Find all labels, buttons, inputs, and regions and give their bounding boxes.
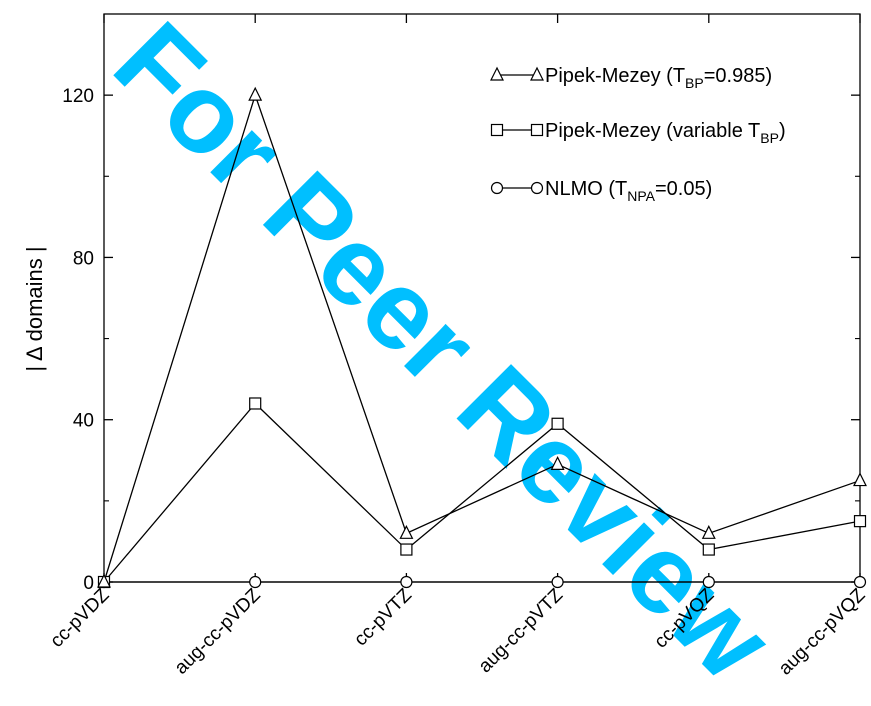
data-point xyxy=(97,573,111,588)
y-tick-label: 80 xyxy=(73,248,94,269)
legend-label-subscript: BP xyxy=(685,75,704,91)
data-point xyxy=(249,575,262,589)
data-point xyxy=(551,575,564,589)
legend-label-tail: ) xyxy=(779,120,786,142)
data-point xyxy=(853,515,867,528)
legend-marker xyxy=(530,66,544,81)
legend-marker xyxy=(530,181,544,195)
legend-label: NLMO (TNPA=0.05) xyxy=(545,178,712,204)
x-tick-label: aug-cc-pVQZ xyxy=(775,584,870,679)
legend-label-subscript: BP xyxy=(760,130,779,146)
legend-label: Pipek-Mezey (TBP=0.985) xyxy=(545,65,772,91)
data-point xyxy=(248,86,263,101)
series-line xyxy=(103,93,861,583)
x-tick-label: cc-pVTZ xyxy=(350,584,416,650)
legend-marker xyxy=(490,123,504,137)
legend-label: Pipek-Mezey (variable TBP) xyxy=(545,120,786,146)
data-point xyxy=(550,456,565,470)
data-point xyxy=(702,543,715,556)
series-triangle xyxy=(97,86,867,588)
y-tick-label: 0 xyxy=(83,573,94,594)
x-tick-label: aug-cc-pVDZ xyxy=(171,584,265,678)
data-point xyxy=(701,524,716,539)
legend-entry: NLMO (TNPA=0.05) xyxy=(490,178,712,204)
data-point xyxy=(399,524,414,539)
legend-label-subscript: NPA xyxy=(627,188,655,204)
legend-marker xyxy=(490,66,504,81)
series-layer xyxy=(97,86,867,589)
y-tick-label: 40 xyxy=(73,411,94,432)
data-point xyxy=(853,575,867,589)
x-tick-label: aug-cc-pVTZ xyxy=(475,584,568,677)
data-point xyxy=(551,417,564,430)
legend-label-tail: =0.05) xyxy=(655,178,712,200)
data-point xyxy=(702,575,715,589)
data-point xyxy=(853,472,867,487)
data-point xyxy=(400,543,413,556)
legend-label-main: Pipek-Mezey (variable T xyxy=(545,120,760,142)
data-point xyxy=(249,397,262,410)
legend-marker xyxy=(490,181,504,195)
series-line xyxy=(103,402,861,583)
legend-entry: Pipek-Mezey (variable TBP) xyxy=(490,120,786,146)
data-point xyxy=(400,575,413,589)
y-tick-label: 120 xyxy=(62,86,94,107)
legend-label-tail: =0.985) xyxy=(704,65,772,87)
y-axis-label: | Δ domains | xyxy=(22,246,47,371)
legend-label-main: Pipek-Mezey (T xyxy=(545,65,685,87)
x-tick-label: cc-pVDZ xyxy=(46,584,113,651)
legend: Pipek-Mezey (TBP=0.985)Pipek-Mezey (vari… xyxy=(490,65,786,204)
legend-marker xyxy=(530,123,544,137)
legend-label-main: NLMO (T xyxy=(545,178,627,200)
legend-entry: Pipek-Mezey (TBP=0.985) xyxy=(490,65,772,91)
